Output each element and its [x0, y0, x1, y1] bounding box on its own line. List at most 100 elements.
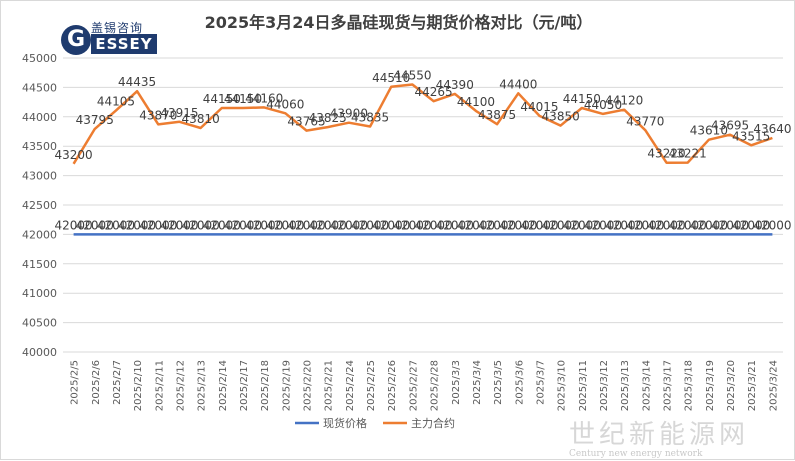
x-tick-label: 2025/2/7	[112, 360, 123, 405]
y-tick-label: 44500	[22, 81, 57, 94]
x-tick-label: 2025/3/14	[641, 360, 652, 411]
y-tick-label: 40000	[22, 346, 57, 359]
data-label: 42000	[669, 218, 707, 232]
y-axis-labels: 40000 40500 41000 41500 42000 42500 43000 43500…	[22, 52, 57, 359]
x-tick-label: 2025/2/24	[345, 360, 356, 411]
gessey-logo: G 盖锡咨询 ESSEY	[61, 19, 159, 59]
x-tick-label: 2025/2/6	[91, 360, 102, 405]
data-label: 44400	[499, 77, 537, 91]
y-tick-label: 40500	[22, 317, 57, 330]
data-label: 42000	[414, 218, 452, 232]
data-label: 42000	[203, 218, 241, 232]
data-label: 42000	[118, 218, 156, 232]
data-label: 42000	[266, 218, 304, 232]
data-label: 44015	[520, 100, 558, 114]
data-label: 43220	[647, 147, 685, 161]
data-label: 44510	[372, 71, 410, 85]
x-tick-label: 2025/2/14	[218, 360, 229, 411]
x-tick-label: 2025/2/20	[303, 360, 314, 411]
data-label: 42000	[330, 218, 368, 232]
data-label: 44050	[584, 98, 622, 112]
x-tick-label: 2025/3/6	[514, 360, 525, 405]
x-tick-label: 2025/3/5	[493, 360, 504, 405]
x-tick-label: 2025/3/11	[578, 360, 589, 411]
data-label: 42000	[351, 218, 389, 232]
data-label: 43765	[287, 115, 325, 129]
data-label: 42000	[372, 218, 410, 232]
data-label: 43770	[626, 114, 664, 128]
data-label: 42000	[732, 218, 770, 232]
data-label: 42000	[97, 218, 135, 232]
x-tick-label: 2025/3/12	[599, 360, 610, 411]
data-label: 42000	[626, 218, 664, 232]
data-label: 43640	[753, 122, 791, 136]
x-tick-label: 2025/2/19	[281, 360, 292, 411]
watermark-en: Century new energy network	[569, 449, 703, 459]
data-label: 42000	[605, 218, 643, 232]
x-tick-label: 2025/3/20	[726, 360, 737, 411]
data-label: 42000	[647, 218, 685, 232]
data-label: 42000	[542, 218, 580, 232]
x-tick-label: 2025/2/10	[133, 360, 144, 411]
data-label: 42000	[711, 218, 749, 232]
x-tick-label: 2025/2/12	[175, 360, 186, 411]
x-tick-label: 2025/2/28	[430, 360, 441, 411]
y-tick-label: 44000	[22, 111, 57, 124]
data-label: 43835	[351, 111, 389, 125]
data-label: 42000	[584, 218, 622, 232]
x-tick-label: 2025/2/11	[154, 360, 165, 411]
logo-cn-text: 盖锡咨询	[91, 21, 144, 35]
data-label: 43875	[478, 108, 516, 122]
grid-lines	[63, 57, 783, 353]
data-label: 44265	[414, 85, 452, 99]
watermark: 世纪新能源网 Century new energy network	[569, 421, 794, 459]
data-label: 44550	[393, 68, 431, 82]
y-tick-label: 42500	[22, 199, 57, 212]
data-label: 43850	[542, 110, 580, 124]
data-label: 42000	[520, 218, 558, 232]
data-label: 42000	[224, 218, 262, 232]
data-label: 44150	[224, 92, 262, 106]
y-tick-label: 42000	[22, 228, 57, 241]
y-tick-label: 45000	[22, 52, 57, 65]
data-label: 42000	[76, 218, 114, 232]
x-tick-label: 2025/3/13	[620, 360, 631, 411]
data-label: 42000	[457, 218, 495, 232]
data-label: 43221	[669, 147, 707, 161]
data-label: 43870	[139, 108, 177, 122]
data-label: 44435	[118, 75, 156, 89]
logo-en-text: ESSEY	[91, 34, 157, 54]
data-label: 42000	[393, 218, 431, 232]
data-label: 43810	[182, 112, 220, 126]
data-label: 42000	[563, 218, 601, 232]
data-label: 44100	[457, 95, 495, 109]
legend-label-2: 主力合约	[411, 416, 455, 430]
data-label: 43610	[690, 124, 728, 138]
data-label: 42000	[753, 218, 791, 232]
x-tick-label: 2025/3/18	[684, 360, 695, 411]
x-axis-labels: 2025/2/5 2025/2/6 2025/2/7 2025/2/10 2025/2/…	[70, 360, 780, 411]
data-label: 43795	[76, 113, 114, 127]
data-label: 43695	[711, 119, 749, 133]
data-label: 43515	[732, 129, 770, 143]
data-label: 43200	[54, 148, 92, 162]
data-label: 44105	[97, 95, 135, 109]
x-tick-label: 2025/2/27	[408, 360, 419, 411]
watermark-cn: 世纪新能源网	[569, 420, 750, 450]
data-label: 42000	[160, 218, 198, 232]
data-label: 42000	[309, 218, 347, 232]
data-label: 43900	[330, 107, 368, 121]
data-labels: 4200042000420004200042000420004200042000…	[54, 68, 791, 232]
legend: 现货价格 主力合约	[295, 416, 455, 430]
data-label: 44150	[203, 92, 241, 106]
series-lines	[72, 83, 773, 236]
x-tick-label: 2025/3/7	[535, 360, 546, 405]
x-tick-label: 2025/3/4	[472, 360, 483, 405]
data-label: 44390	[436, 78, 474, 92]
data-label: 42000	[287, 218, 325, 232]
x-tick-label: 2025/2/17	[239, 360, 250, 411]
data-label: 42000	[499, 218, 537, 232]
x-tick-label: 2025/3/3	[451, 360, 462, 405]
